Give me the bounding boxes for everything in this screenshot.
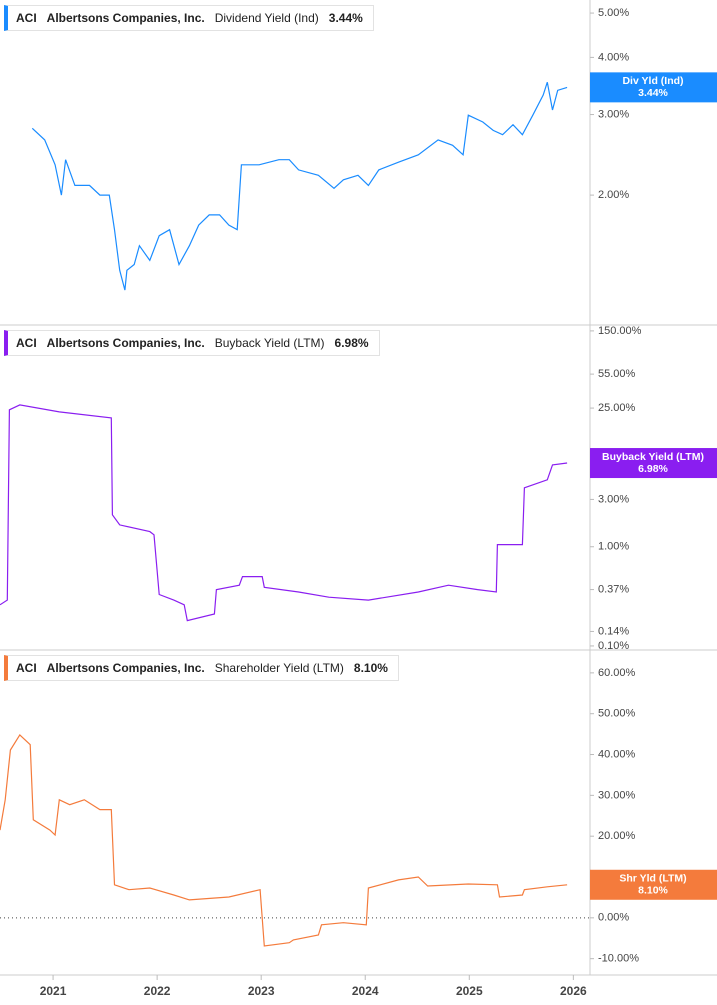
current-value: 8.10% — [353, 661, 388, 675]
y-tick-label: 150.00% — [598, 325, 642, 337]
series-header: ACI Albertsons Companies, Inc. Shareholder… — [4, 655, 399, 681]
company-name: Albertsons Companies, Inc. — [46, 11, 205, 25]
value-tag-value: 8.10% — [638, 885, 668, 897]
y-tick-label: 3.00% — [598, 108, 629, 120]
ticker: ACI — [16, 336, 37, 350]
y-tick-label: 50.00% — [598, 708, 636, 720]
series-header: ACI Albertsons Companies, Inc. Buyback Yie… — [4, 330, 380, 356]
value-tag: Buyback Yield (LTM)6.98% — [590, 448, 717, 479]
y-tick-label: 20.00% — [598, 830, 636, 842]
y-tick-label: 2.00% — [598, 189, 629, 201]
company-name: Albertsons Companies, Inc. — [46, 661, 205, 675]
x-tick-label: 2022 — [144, 984, 171, 998]
x-tick-label: 2021 — [40, 984, 67, 998]
y-tick-label: 55.00% — [598, 368, 636, 380]
y-tick-label: 30.00% — [598, 789, 636, 801]
value-tag-box — [590, 448, 717, 479]
y-tick-label: 1.00% — [598, 541, 629, 553]
value-tag-box — [590, 72, 717, 103]
y-tick-label: -10.00% — [598, 953, 639, 965]
x-tick-label: 2026 — [560, 984, 587, 998]
y-tick-label: 40.00% — [598, 748, 636, 760]
value-tag-value: 3.44% — [638, 87, 668, 99]
x-tick-label: 2023 — [248, 984, 275, 998]
series-line — [0, 404, 568, 622]
value-tag-box — [590, 869, 717, 900]
series-name: Dividend Yield (Ind) — [214, 11, 319, 25]
value-tag: Shr Yld (LTM)8.10% — [590, 869, 717, 900]
company-name: Albertsons Companies, Inc. — [46, 336, 205, 350]
x-tick-label: 2024 — [352, 984, 379, 998]
y-tick-label: 5.00% — [598, 7, 629, 19]
series-header: ACI Albertsons Companies, Inc. Dividend Yi… — [4, 5, 374, 31]
y-tick-label: 0.37% — [598, 583, 629, 595]
y-tick-label: 0.00% — [598, 912, 629, 924]
y-tick-label: 4.00% — [598, 51, 629, 63]
series-line — [31, 82, 568, 291]
value-tag-name: Buyback Yield (LTM) — [602, 451, 704, 463]
current-value: 3.44% — [328, 11, 363, 25]
y-tick-label: 3.00% — [598, 493, 629, 505]
y-tick-label: 0.10% — [598, 640, 629, 652]
value-tag: Div Yld (Ind)3.44% — [590, 72, 717, 103]
ticker: ACI — [16, 661, 37, 675]
ticker: ACI — [16, 11, 37, 25]
series-name: Buyback Yield (LTM) — [214, 336, 325, 350]
value-tag-value: 6.98% — [638, 463, 668, 475]
y-tick-label: 60.00% — [598, 667, 636, 679]
y-tick-label: 25.00% — [598, 402, 636, 414]
value-tag-name: Div Yld (Ind) — [622, 75, 683, 87]
x-tick-label: 2025 — [456, 984, 483, 998]
value-tag-name: Shr Yld (LTM) — [619, 873, 686, 885]
y-tick-label: 0.14% — [598, 625, 629, 637]
current-value: 6.98% — [334, 336, 369, 350]
series-name: Shareholder Yield (LTM) — [214, 661, 344, 675]
series-line — [0, 733, 568, 947]
